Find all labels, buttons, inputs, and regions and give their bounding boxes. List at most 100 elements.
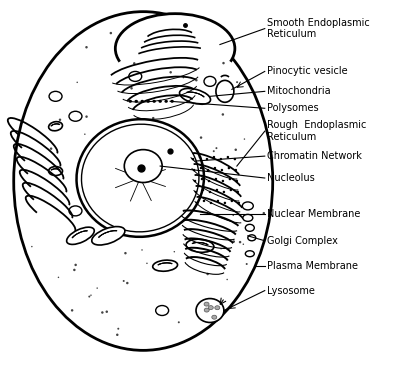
Ellipse shape <box>231 199 232 201</box>
Ellipse shape <box>152 117 154 119</box>
Ellipse shape <box>232 214 234 216</box>
Ellipse shape <box>146 100 150 103</box>
Ellipse shape <box>231 200 233 202</box>
Ellipse shape <box>221 169 223 171</box>
Ellipse shape <box>244 138 245 140</box>
Ellipse shape <box>206 158 208 160</box>
Ellipse shape <box>164 100 168 103</box>
Ellipse shape <box>86 168 88 170</box>
Ellipse shape <box>209 191 211 193</box>
Ellipse shape <box>236 180 238 182</box>
Ellipse shape <box>239 241 241 243</box>
Ellipse shape <box>220 248 222 250</box>
Ellipse shape <box>228 167 230 169</box>
Ellipse shape <box>170 71 172 74</box>
Ellipse shape <box>126 282 128 284</box>
Ellipse shape <box>235 169 237 171</box>
Ellipse shape <box>74 264 77 266</box>
Ellipse shape <box>188 172 190 174</box>
Ellipse shape <box>215 306 220 310</box>
Ellipse shape <box>140 100 144 103</box>
Ellipse shape <box>186 239 214 252</box>
Ellipse shape <box>203 200 205 202</box>
Ellipse shape <box>196 96 198 97</box>
Ellipse shape <box>196 299 224 322</box>
Ellipse shape <box>212 315 217 319</box>
Ellipse shape <box>82 124 199 232</box>
Ellipse shape <box>192 158 194 160</box>
Ellipse shape <box>59 119 61 121</box>
Ellipse shape <box>130 87 133 90</box>
Text: Lysosome: Lysosome <box>267 285 315 296</box>
Ellipse shape <box>129 71 142 81</box>
Text: Golgi Complex: Golgi Complex <box>267 236 338 246</box>
Ellipse shape <box>157 221 160 224</box>
Ellipse shape <box>185 95 188 97</box>
Ellipse shape <box>220 158 222 160</box>
Ellipse shape <box>153 260 178 271</box>
Ellipse shape <box>248 235 256 241</box>
Ellipse shape <box>224 202 226 204</box>
Ellipse shape <box>71 309 73 311</box>
Ellipse shape <box>200 240 202 242</box>
Ellipse shape <box>222 113 224 116</box>
Ellipse shape <box>133 62 136 65</box>
Text: Plasma Membrane: Plasma Membrane <box>267 261 358 271</box>
Ellipse shape <box>204 308 209 312</box>
Ellipse shape <box>56 171 58 173</box>
Ellipse shape <box>124 150 162 183</box>
Ellipse shape <box>69 111 82 121</box>
Ellipse shape <box>58 277 59 278</box>
Ellipse shape <box>90 295 92 296</box>
Ellipse shape <box>230 189 232 191</box>
Ellipse shape <box>110 32 112 34</box>
Ellipse shape <box>158 100 162 103</box>
Ellipse shape <box>96 287 98 289</box>
Ellipse shape <box>84 134 86 135</box>
Ellipse shape <box>136 161 138 163</box>
Ellipse shape <box>242 202 253 210</box>
Ellipse shape <box>128 100 132 103</box>
Ellipse shape <box>170 100 174 103</box>
Ellipse shape <box>152 100 156 103</box>
Ellipse shape <box>236 81 238 83</box>
Ellipse shape <box>213 150 215 152</box>
Ellipse shape <box>49 122 62 131</box>
Ellipse shape <box>180 89 210 104</box>
Ellipse shape <box>245 224 254 231</box>
Ellipse shape <box>210 202 212 204</box>
Ellipse shape <box>199 156 201 158</box>
Ellipse shape <box>76 119 204 237</box>
Ellipse shape <box>222 180 224 182</box>
Ellipse shape <box>76 82 78 83</box>
Text: Rough  Endoplasmic
Reticulum: Rough Endoplasmic Reticulum <box>267 120 366 142</box>
Ellipse shape <box>148 207 150 209</box>
Ellipse shape <box>200 167 202 169</box>
Ellipse shape <box>215 178 217 180</box>
Text: Nucleolus: Nucleolus <box>267 173 314 183</box>
Ellipse shape <box>204 76 216 86</box>
Ellipse shape <box>204 302 209 306</box>
Ellipse shape <box>242 243 244 245</box>
Ellipse shape <box>243 214 253 221</box>
Ellipse shape <box>31 246 32 247</box>
Ellipse shape <box>234 149 237 151</box>
Ellipse shape <box>193 169 195 171</box>
Text: Nuclear Membrane: Nuclear Membrane <box>267 209 360 219</box>
Ellipse shape <box>234 158 236 160</box>
Ellipse shape <box>207 169 209 171</box>
Text: Chromatin Network: Chromatin Network <box>267 151 362 161</box>
Ellipse shape <box>229 178 231 180</box>
Ellipse shape <box>97 220 99 222</box>
Ellipse shape <box>216 189 218 191</box>
Ellipse shape <box>141 249 143 251</box>
Ellipse shape <box>217 200 219 202</box>
Ellipse shape <box>213 156 215 158</box>
Ellipse shape <box>185 156 187 158</box>
Ellipse shape <box>101 311 104 314</box>
Ellipse shape <box>214 167 216 169</box>
Ellipse shape <box>201 178 203 180</box>
Ellipse shape <box>88 296 90 298</box>
Ellipse shape <box>195 79 198 82</box>
Ellipse shape <box>50 147 52 150</box>
